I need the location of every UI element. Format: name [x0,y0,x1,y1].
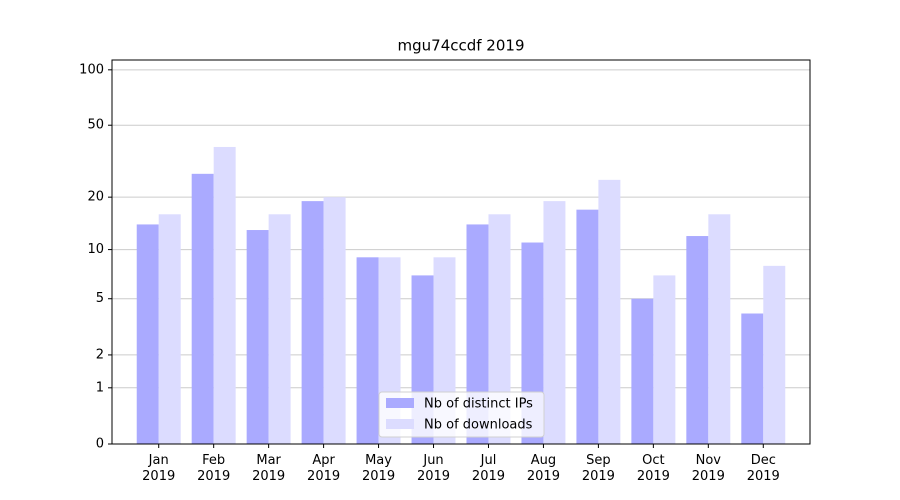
y-tick-label: 50 [87,118,104,133]
legend-label: Nb of downloads [424,418,533,433]
bar [323,197,346,444]
bar [488,214,511,444]
legend: Nb of distinct IPs Nb of downloads [378,391,545,438]
y-tick-label: 100 [79,62,104,77]
bar [136,224,159,444]
bar [631,298,654,444]
bar [653,275,676,444]
y-tick-label: 5 [96,291,104,306]
bar [301,201,324,444]
y-tick-label: 0 [96,437,104,452]
bar [763,265,786,444]
y-tick-label: 2 [96,347,104,362]
legend-box [378,391,545,438]
y-tick-label: 10 [87,242,104,257]
x-tick-label: May 2019 [362,453,396,484]
bar [158,214,181,444]
x-tick-label: Jun 2019 [416,453,451,484]
bar [741,313,764,444]
y-tick-label: 1 [96,380,104,395]
x-tick-label: Feb 2019 [197,453,231,484]
x-tick-label: Jan 2019 [142,453,176,484]
axes-frame [111,59,811,445]
bar [708,214,731,444]
legend-label: Nb of distinct IPs [424,397,533,412]
x-tick-label: Dec 2019 [746,453,780,484]
bar [686,236,709,444]
bar [576,209,599,444]
bar [191,173,214,444]
legend-swatch [386,398,414,408]
legend-swatch [386,419,414,429]
x-tick-label: Nov 2019 [691,453,725,484]
y-tick-label: 20 [87,190,104,205]
bar [598,179,621,445]
x-tick-label: Apr 2019 [307,453,341,484]
x-tick-label: Jul 2019 [471,453,506,484]
chart-title: mgu74ccdf 2019 [398,37,525,55]
bar [268,214,291,444]
bar [466,224,489,444]
bar [246,230,269,444]
x-tick-label: Oct 2019 [636,453,670,484]
x-tick-label: Sep 2019 [581,453,615,484]
bar [543,201,566,444]
x-tick-label: Aug 2019 [526,453,560,484]
bar [213,146,236,444]
bar [356,257,379,444]
x-tick-label: Mar 2019 [252,453,286,484]
